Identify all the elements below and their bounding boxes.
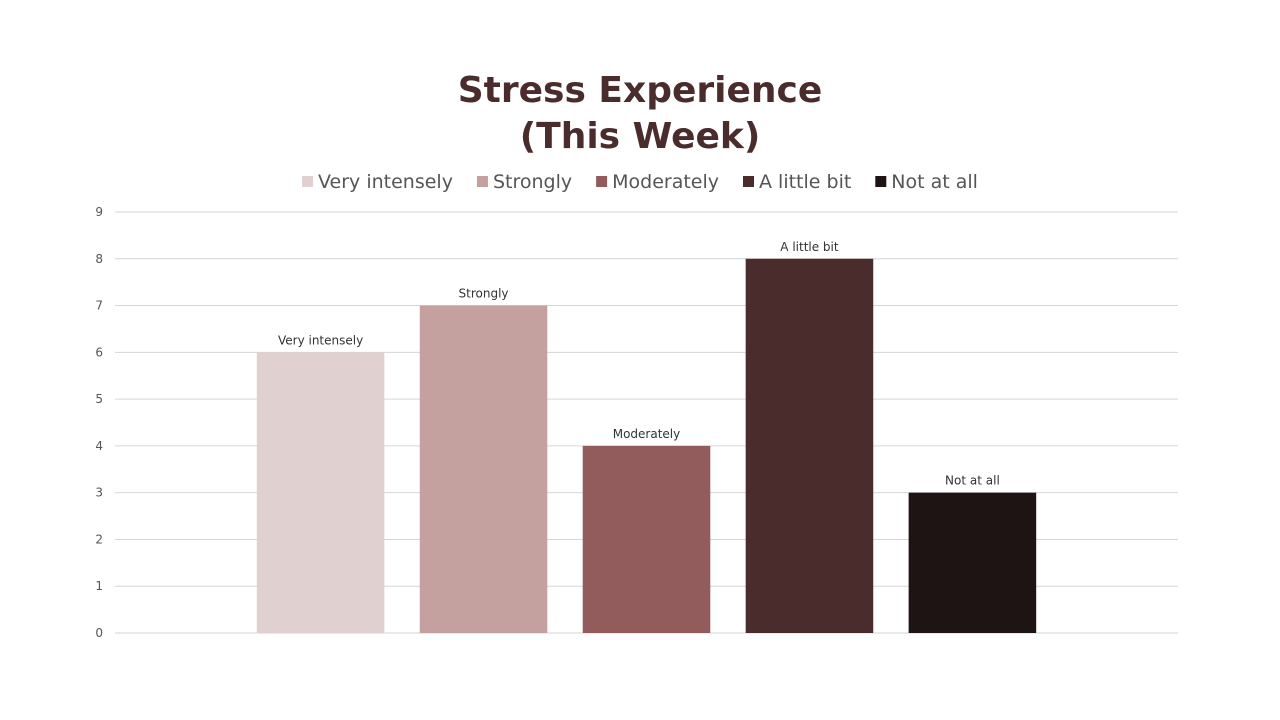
data-label: Not at all — [945, 474, 1000, 488]
bar — [419, 305, 548, 633]
bar — [908, 492, 1037, 633]
data-label: Very intensely — [278, 333, 363, 347]
y-tick-label: 6 — [95, 345, 103, 359]
y-tick-label: 8 — [95, 252, 103, 266]
legend-swatch — [596, 176, 608, 187]
y-tick-label: 7 — [95, 299, 103, 313]
bar — [745, 258, 874, 633]
legend: Very intensely Strongly Moderately A little… — [302, 171, 978, 193]
data-label: Strongly — [459, 287, 509, 301]
chart-title: Stress Experience — [458, 70, 823, 111]
legend-label: Not at all — [891, 171, 978, 193]
y-tick-label: 9 — [95, 205, 103, 219]
legend-swatch — [476, 176, 488, 187]
bar — [256, 352, 385, 633]
legend-swatch — [302, 176, 314, 187]
y-tick-label: 3 — [95, 486, 103, 500]
y-tick-label: 5 — [95, 392, 103, 406]
chart-title: (This Week) — [520, 116, 761, 157]
y-tick-label: 0 — [95, 626, 103, 640]
legend-label: Strongly — [493, 171, 572, 193]
legend-label: Moderately — [612, 171, 719, 193]
data-label: Moderately — [613, 427, 681, 441]
y-tick-label: 4 — [95, 439, 103, 453]
legend-label: A little bit — [759, 171, 851, 193]
y-tick-label: 2 — [95, 532, 103, 546]
legend-swatch — [743, 176, 754, 187]
y-tick-label: 1 — [95, 579, 103, 593]
legend-swatch — [875, 176, 887, 187]
data-label: A little bit — [780, 240, 839, 254]
legend-label: Very intensely — [318, 171, 453, 193]
bar — [582, 445, 711, 633]
